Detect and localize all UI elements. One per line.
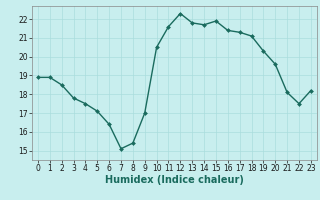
X-axis label: Humidex (Indice chaleur): Humidex (Indice chaleur) — [105, 175, 244, 185]
